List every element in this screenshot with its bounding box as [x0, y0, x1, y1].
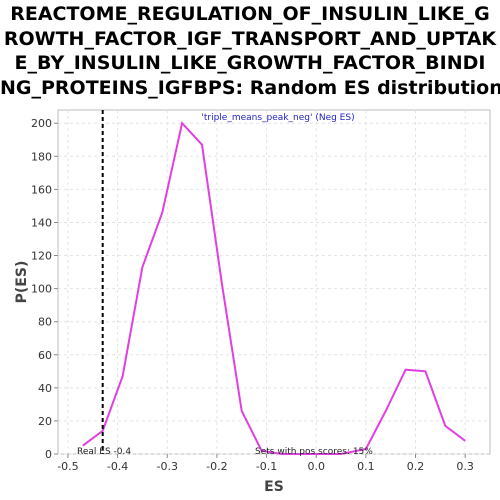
- y-tick-label: 120: [31, 250, 52, 263]
- plot-area: [57, 109, 491, 455]
- x-tick-label: 0.1: [357, 460, 375, 473]
- pos-scores-annotation: Sets with pos scores: 15%: [255, 447, 373, 457]
- chart-title-line-4: NG_PROTEINS_IGFBPS: Random ES distributi…: [0, 76, 500, 99]
- chart-title-line-1: REACTOME_REGULATION_OF_INSULIN_LIKE_G: [10, 3, 490, 25]
- grid-lines: [58, 110, 490, 455]
- x-tick-label: 0.0: [307, 460, 325, 473]
- y-tick-label: 60: [38, 349, 52, 362]
- chart-title-line-2: ROWTH_FACTOR_IGF_TRANSPORT_AND_UPTAK: [3, 27, 497, 50]
- x-axis-label: ES: [264, 479, 284, 495]
- y-tick-label: 0: [45, 448, 52, 461]
- axis-ticks: -0.5 -0.4 -0.3 -0.2 -0.1 0.0 0.1 0.2 0.3 0 20 40 60 8…: [31, 117, 474, 473]
- legend-label: 'triple_means_peak_neg' (Neg ES): [201, 113, 354, 123]
- y-tick-label: 180: [31, 150, 52, 163]
- series-line: [82, 121, 466, 455]
- y-tick-label: 100: [31, 283, 52, 296]
- chart-title-line-3: E_BY_INSULIN_LIKE_GROWTH_FACTOR_BINDI: [14, 52, 486, 74]
- x-tick-label: -0.4: [107, 460, 128, 473]
- real-es-label: Real ES -0.4: [77, 447, 131, 457]
- y-tick-label: 40: [38, 382, 52, 395]
- series-layer: [82, 110, 466, 455]
- y-tick-label: 20: [38, 415, 52, 428]
- x-tick-label: 0.2: [407, 460, 425, 473]
- y-tick-label: 80: [38, 316, 52, 329]
- y-tick-label: 140: [31, 216, 52, 229]
- y-tick-label: 200: [31, 117, 52, 130]
- x-tick-label: -0.1: [256, 460, 277, 473]
- x-tick-label: 0.3: [456, 460, 474, 473]
- y-axis-label: P(ES): [14, 261, 30, 304]
- chart-title: REACTOME_REGULATION_OF_INSULIN_LIKE_G RO…: [0, 2, 500, 100]
- x-tick-label: -0.3: [157, 460, 178, 473]
- x-tick-label: -0.5: [57, 460, 78, 473]
- x-tick-label: -0.2: [206, 460, 227, 473]
- y-tick-label: 160: [31, 183, 52, 196]
